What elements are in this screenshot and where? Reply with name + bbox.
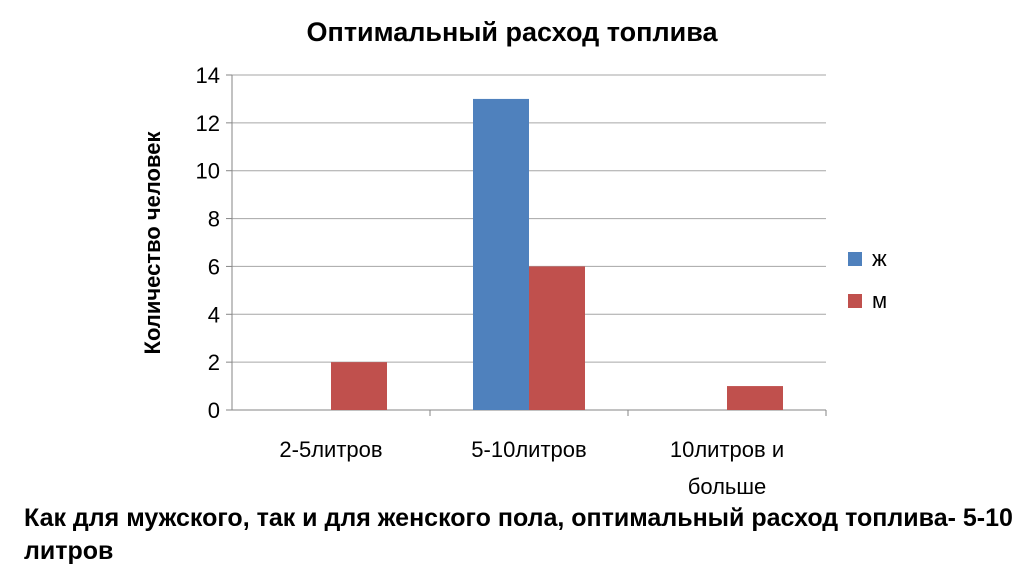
y-tick-label: 12 bbox=[196, 111, 220, 136]
category-label: 2-5литров bbox=[279, 437, 382, 462]
legend-swatch bbox=[848, 252, 862, 266]
y-tick-label: 10 bbox=[196, 159, 220, 184]
bar-m-1 bbox=[331, 362, 387, 410]
bar-m-2 bbox=[529, 266, 585, 410]
y-tick-labels: 0 2 4 6 8 10 12 14 bbox=[196, 63, 220, 423]
category-label: 10литров и bbox=[670, 437, 784, 462]
y-tick-label: 2 bbox=[208, 350, 220, 375]
y-axis-label: Количество человек bbox=[140, 131, 165, 355]
y-tick-label: 8 bbox=[208, 207, 220, 232]
chart: Оптимальный расход топлива Количество че… bbox=[140, 17, 887, 499]
bar-zh-2 bbox=[473, 98, 529, 410]
y-tick-label: 4 bbox=[208, 302, 220, 327]
y-tick-label: 14 bbox=[196, 63, 220, 88]
legend: жм bbox=[848, 246, 887, 313]
category-labels: 2-5литров 5-10литров 10литров и больше bbox=[279, 437, 784, 499]
legend-swatch bbox=[848, 294, 862, 308]
legend-label: ж bbox=[872, 246, 887, 271]
bar-m-3 bbox=[727, 386, 783, 410]
y-tick-label: 6 bbox=[208, 254, 220, 279]
chart-title: Оптимальный расход топлива bbox=[307, 17, 719, 47]
conclusion-text: Как для мужского, так и для женского пол… bbox=[24, 504, 1013, 565]
legend-label: м bbox=[872, 288, 887, 313]
category-label: 5-10литров bbox=[471, 437, 586, 462]
bars bbox=[331, 98, 783, 410]
y-tick-label: 0 bbox=[208, 398, 220, 423]
category-label: больше bbox=[688, 474, 767, 499]
